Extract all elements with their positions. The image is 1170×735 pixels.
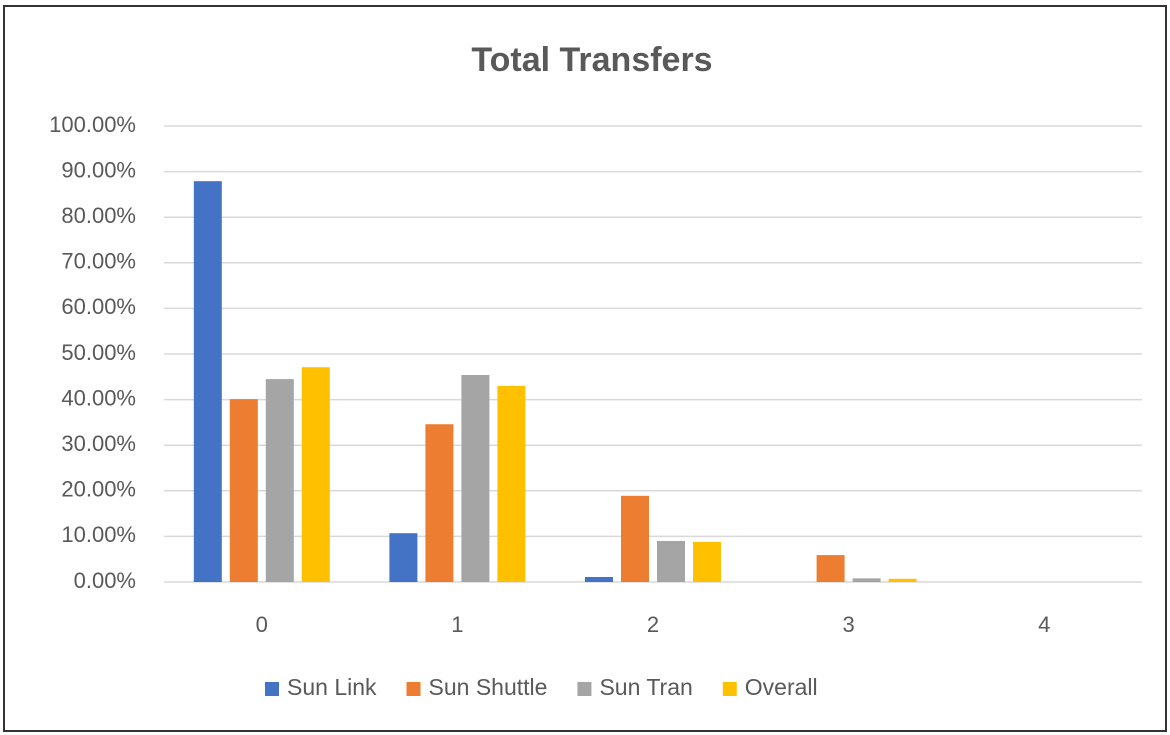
bar	[657, 540, 685, 582]
y-tick-label: 10.00%	[61, 522, 136, 547]
x-tick-label: 1	[451, 612, 463, 637]
y-tick-label: 0.00%	[74, 568, 136, 593]
bar	[585, 576, 613, 582]
bar	[816, 555, 845, 582]
x-tick-label: 4	[1038, 612, 1050, 637]
bar	[888, 578, 917, 582]
bar	[693, 541, 721, 582]
chart-border	[3, 5, 1167, 732]
bar	[265, 379, 294, 582]
bar	[425, 424, 454, 582]
y-tick-label: 80.00%	[61, 203, 136, 228]
x-tick-label: 0	[256, 612, 268, 637]
bar	[621, 495, 649, 582]
x-tick-label: 2	[647, 612, 659, 637]
y-tick-label: 90.00%	[61, 157, 136, 182]
bar	[301, 367, 330, 582]
x-tick-label: 3	[842, 612, 854, 637]
y-tick-label: 50.00%	[61, 340, 136, 365]
chart-title: Total Transfers	[471, 41, 712, 79]
y-tick-label: 40.00%	[61, 385, 136, 410]
legend-swatch	[406, 682, 421, 696]
legend-label: Sun Tran	[599, 674, 692, 700]
legend-label: Overall	[745, 674, 818, 700]
legend-label: Sun Link	[287, 674, 377, 700]
bar	[852, 578, 881, 582]
y-tick-label: 70.00%	[61, 249, 136, 274]
bar	[461, 374, 490, 582]
y-tick-label: 30.00%	[61, 431, 136, 456]
legend-label: Sun Shuttle	[429, 674, 548, 700]
legend-swatch	[265, 682, 279, 696]
legend-swatch	[722, 682, 737, 696]
legend-swatch	[577, 682, 592, 696]
bar	[497, 385, 526, 582]
y-tick-label: 60.00%	[61, 294, 136, 319]
bar	[193, 181, 222, 582]
y-tick-label: 20.00%	[61, 477, 136, 502]
bar	[229, 399, 258, 582]
bar	[389, 533, 418, 582]
y-tick-label: 100.00%	[49, 112, 136, 137]
